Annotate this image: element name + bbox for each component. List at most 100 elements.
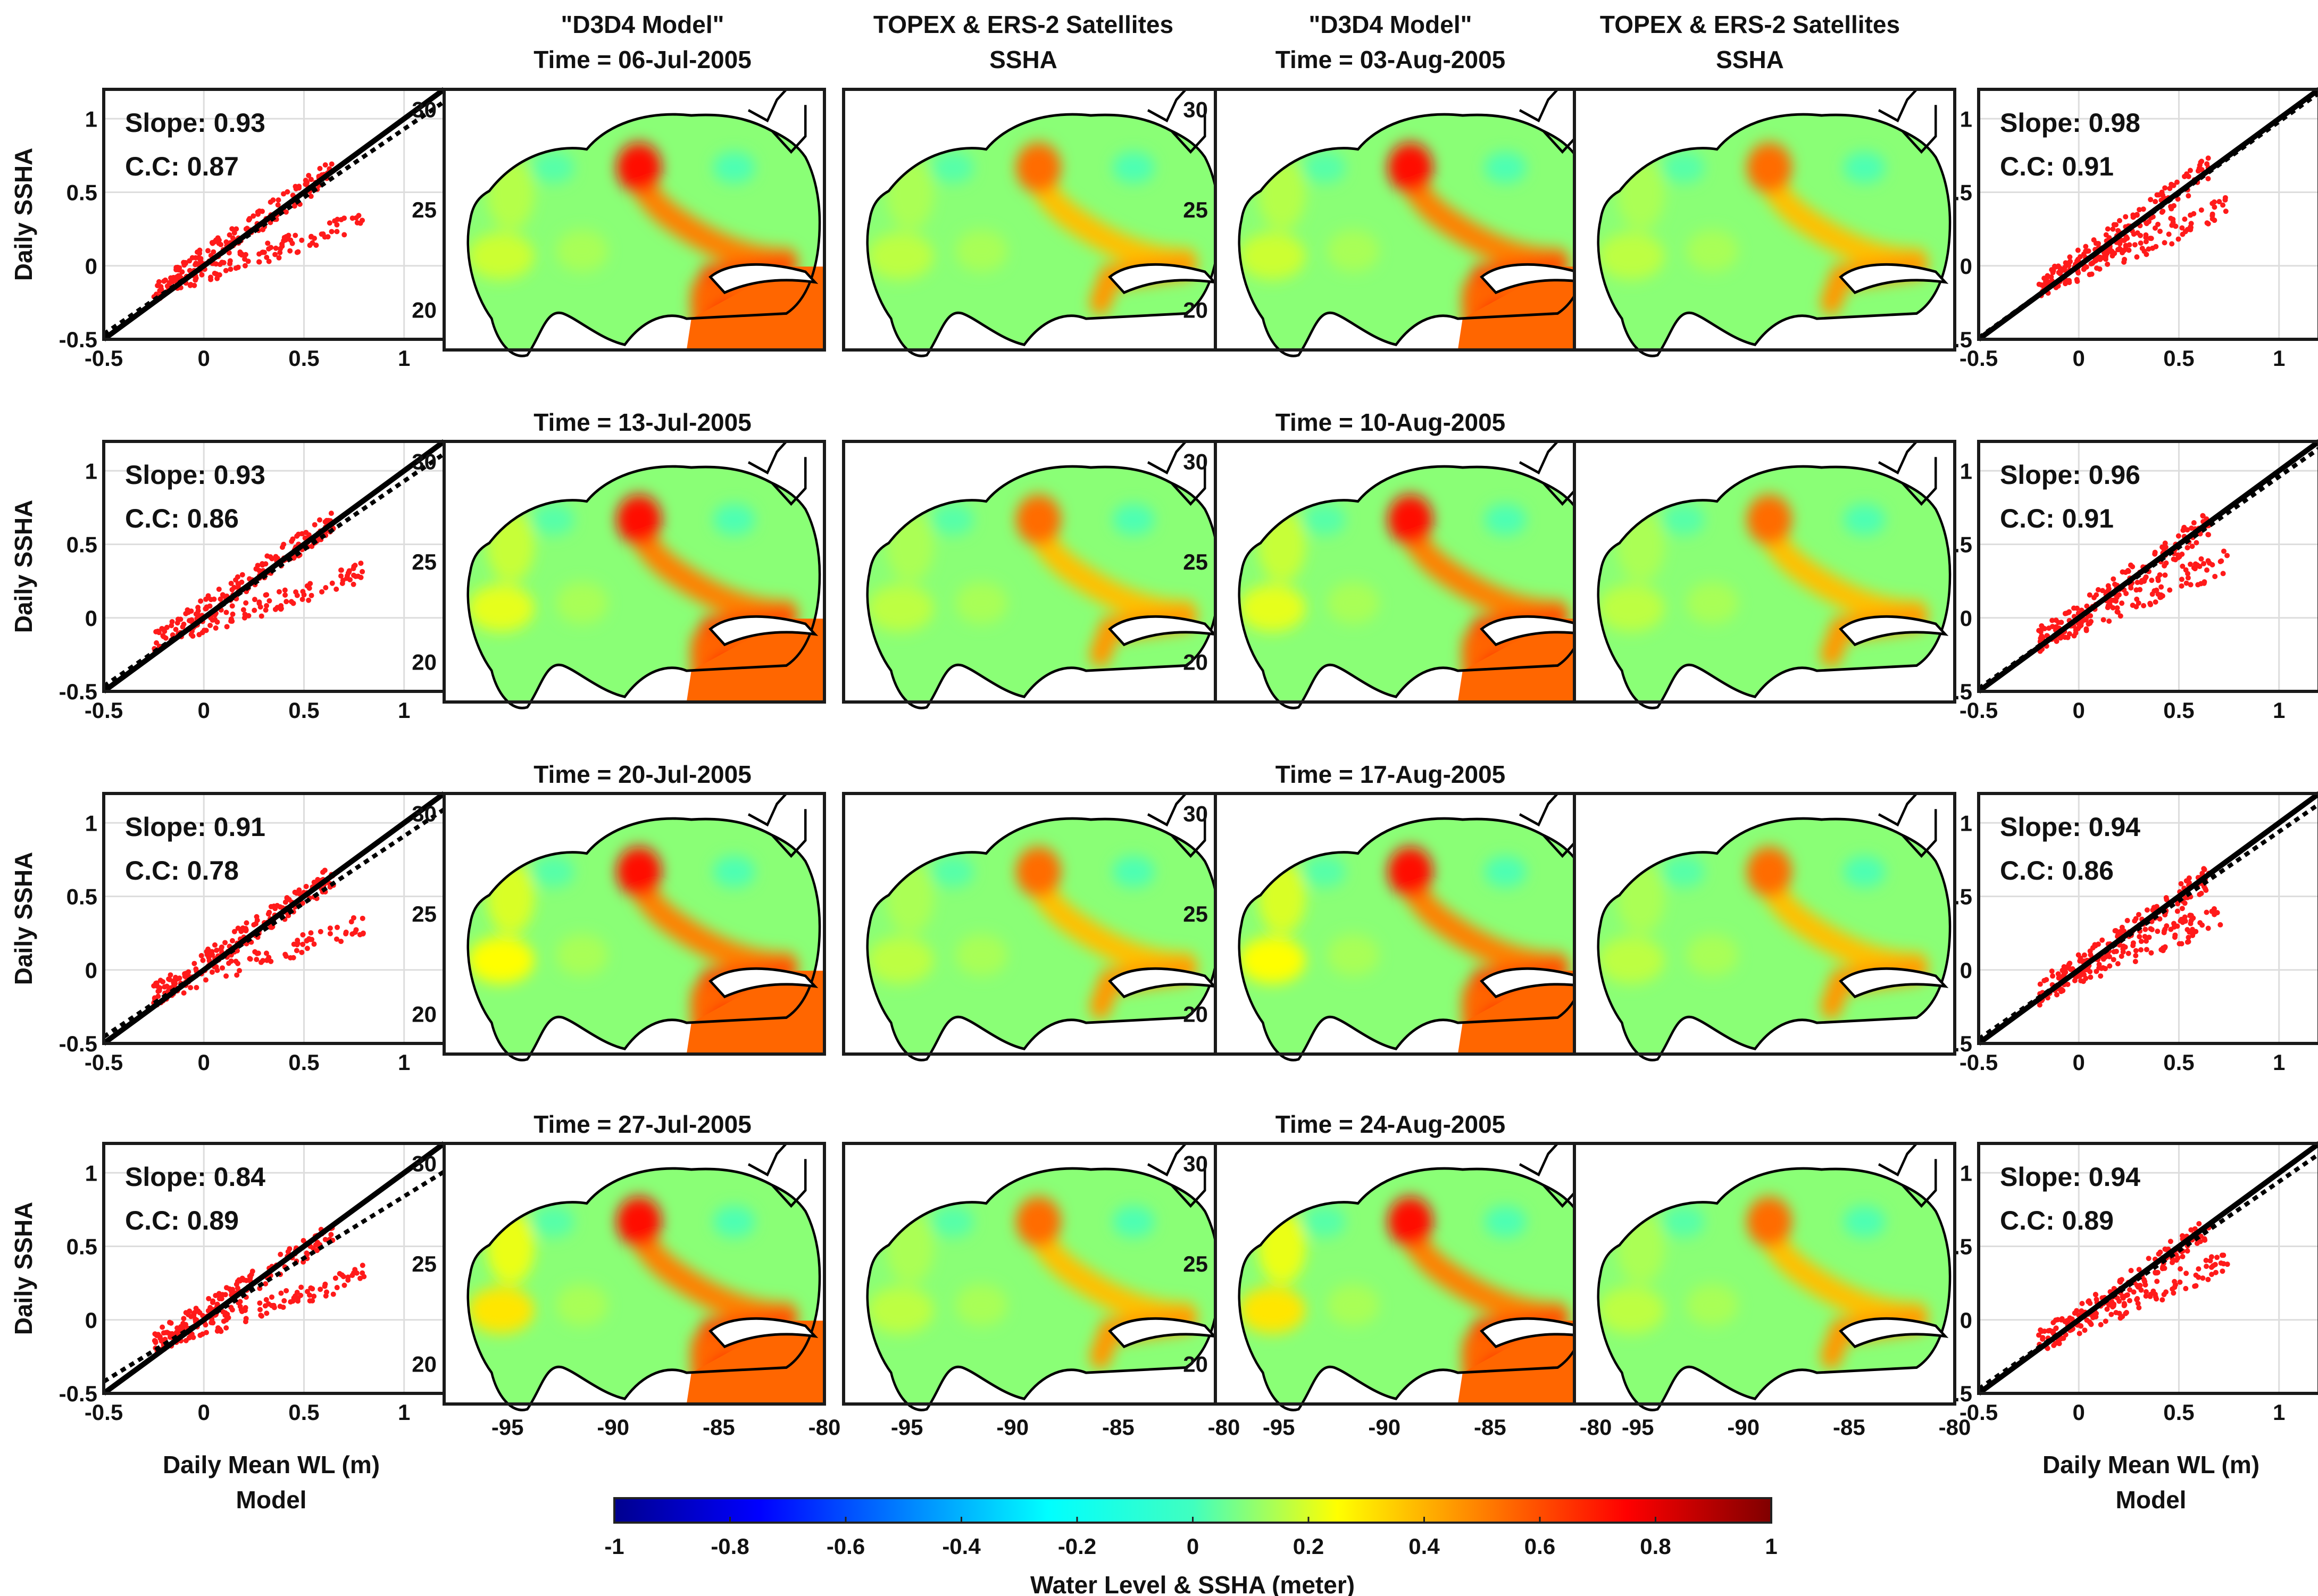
- scatter-point: [2105, 226, 2111, 232]
- scatter-xtick-label: -0.5: [1960, 1050, 1998, 1075]
- scatter-point: [181, 990, 187, 996]
- scatter-point: [2198, 207, 2204, 213]
- scatter-point: [237, 1299, 243, 1305]
- scatter-point: [2164, 897, 2170, 903]
- scatter-point: [273, 245, 279, 251]
- scatter-point: [2123, 243, 2129, 248]
- scatter-point: [317, 165, 323, 171]
- scatter-point: [2178, 918, 2183, 924]
- scatter-point: [2144, 947, 2149, 952]
- scatter-point: [2148, 601, 2154, 607]
- scatter-point: [333, 936, 339, 942]
- warm-eddy: [1015, 494, 1062, 545]
- map-frame: [443, 440, 826, 704]
- scatter-point: [237, 968, 243, 974]
- scatter-point: [2170, 1286, 2175, 1292]
- header-model-a-line2: Time = 06-Jul-2005: [533, 46, 752, 73]
- scatter-point: [214, 1328, 220, 1334]
- scatter-point: [2092, 1291, 2098, 1297]
- map-lat-tick: 25: [412, 901, 437, 926]
- slope-label: Slope: 0.93: [125, 460, 265, 490]
- scatter-point: [2209, 1272, 2215, 1277]
- scatter-point: [334, 1285, 340, 1291]
- scatter-xtick-label: 1: [2273, 1050, 2285, 1075]
- scatter-point: [227, 258, 233, 264]
- one-to-one-line: [102, 439, 446, 694]
- scatter-point: [207, 274, 213, 280]
- scatter-point: [269, 1302, 274, 1308]
- scatter-point: [185, 607, 190, 613]
- scatter-point: [306, 532, 312, 538]
- sat-map-panel-4: [1573, 88, 1956, 357]
- left-xlabel-model: Model: [236, 1486, 307, 1514]
- map-lon-tick: -80: [808, 1415, 841, 1440]
- scatter-point: [2213, 1269, 2219, 1275]
- scatter-point: [2162, 540, 2168, 546]
- scatter-point: [2038, 1327, 2044, 1333]
- scatter-point: [191, 960, 197, 966]
- anomaly-blob: [931, 856, 974, 888]
- anomaly-blob: [1303, 152, 1346, 183]
- scatter-point: [351, 915, 356, 921]
- scatter-point: [278, 606, 284, 612]
- scatter-point: [2072, 1310, 2078, 1316]
- scatter-point: [2058, 989, 2064, 995]
- scatter-point: [198, 952, 204, 958]
- scatter-point: [243, 1305, 248, 1310]
- scatter-point: [327, 925, 333, 931]
- anomaly-blob: [955, 1284, 1008, 1326]
- scatter-point: [161, 1330, 166, 1336]
- scatter-point: [205, 248, 211, 254]
- scatter-point: [2199, 922, 2205, 928]
- scatter-point: [322, 1281, 328, 1287]
- scatter-xtick-label: 0: [2073, 1050, 2085, 1075]
- scatter-point: [2041, 1328, 2047, 1334]
- scatter-point: [2186, 934, 2191, 940]
- scatter-point: [2123, 1310, 2129, 1316]
- scatter-point: [300, 932, 306, 938]
- scatter-point: [323, 1289, 329, 1295]
- florida-coastline: [1878, 88, 1937, 154]
- scatter-point: [189, 617, 195, 623]
- map-lon-tick: -95: [891, 1415, 923, 1440]
- scatter-point: [183, 971, 189, 976]
- scatter-point: [191, 282, 197, 288]
- scatter-point: [212, 270, 218, 276]
- scatter-point: [304, 1251, 310, 1257]
- scatter-point: [2127, 1287, 2133, 1293]
- scatter-point: [2111, 957, 2116, 963]
- cuba-coastline: [708, 263, 819, 295]
- scatter-point: [2099, 937, 2105, 943]
- scatter-point: [2177, 1279, 2183, 1285]
- scatter-point: [213, 625, 219, 631]
- scatter-point: [2180, 1254, 2186, 1259]
- scatter-point: [2224, 1261, 2230, 1267]
- scatter-point: [278, 1290, 284, 1296]
- scatter-point: [2062, 267, 2067, 273]
- anomaly-blob: [1598, 232, 1665, 280]
- scatter-ylabel: Daily SSHA: [10, 148, 37, 281]
- scatter-point: [2079, 1301, 2085, 1307]
- scatter-ytick-label: -0.5: [59, 327, 97, 352]
- scatter-point: [2094, 1310, 2099, 1316]
- scatter-point: [2180, 563, 2186, 569]
- scatter-point: [231, 929, 237, 934]
- scatter-point: [295, 1298, 301, 1304]
- scatter-points: [2036, 155, 2229, 298]
- scatter-point: [328, 1232, 334, 1238]
- scatter-point: [2168, 204, 2174, 210]
- map-lat-tick: 30: [412, 1151, 437, 1176]
- scatter-point: [2100, 588, 2106, 594]
- scatter-point: [2153, 1270, 2158, 1276]
- scatter-point: [346, 568, 352, 574]
- scatter-point: [2183, 1271, 2189, 1276]
- scatter-point: [181, 621, 187, 627]
- scatter-point: [2198, 556, 2204, 562]
- scatter-xtick-label: 1: [398, 698, 410, 723]
- scatter-xtick-label: 1: [2273, 698, 2285, 723]
- scatter-point: [169, 619, 175, 624]
- gulf-coastline: [866, 113, 1221, 357]
- scatter-point: [157, 985, 163, 991]
- scatter-point: [230, 235, 236, 241]
- regression-fit-line: [102, 99, 446, 336]
